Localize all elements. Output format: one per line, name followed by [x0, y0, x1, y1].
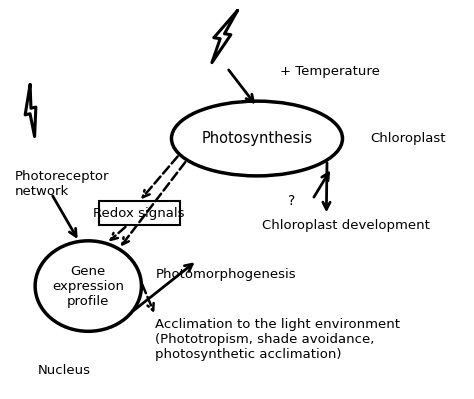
Text: Gene
expression
profile: Gene expression profile [52, 265, 124, 308]
Text: Photomorphogenesis: Photomorphogenesis [155, 268, 296, 281]
FancyBboxPatch shape [99, 201, 180, 225]
Text: Nucleus: Nucleus [37, 364, 91, 377]
Text: Chloroplast development: Chloroplast development [262, 219, 429, 231]
Text: ?: ? [288, 194, 295, 208]
Text: Photosynthesis: Photosynthesis [201, 131, 312, 146]
Text: Photoreceptor
network: Photoreceptor network [14, 170, 109, 198]
Text: Redox signals: Redox signals [93, 207, 185, 220]
Text: + Temperature: + Temperature [280, 65, 380, 78]
Text: Acclimation to the light environment
(Phototropism, shade avoidance,
photosynthe: Acclimation to the light environment (Ph… [155, 318, 401, 361]
Text: Chloroplast: Chloroplast [370, 132, 446, 145]
